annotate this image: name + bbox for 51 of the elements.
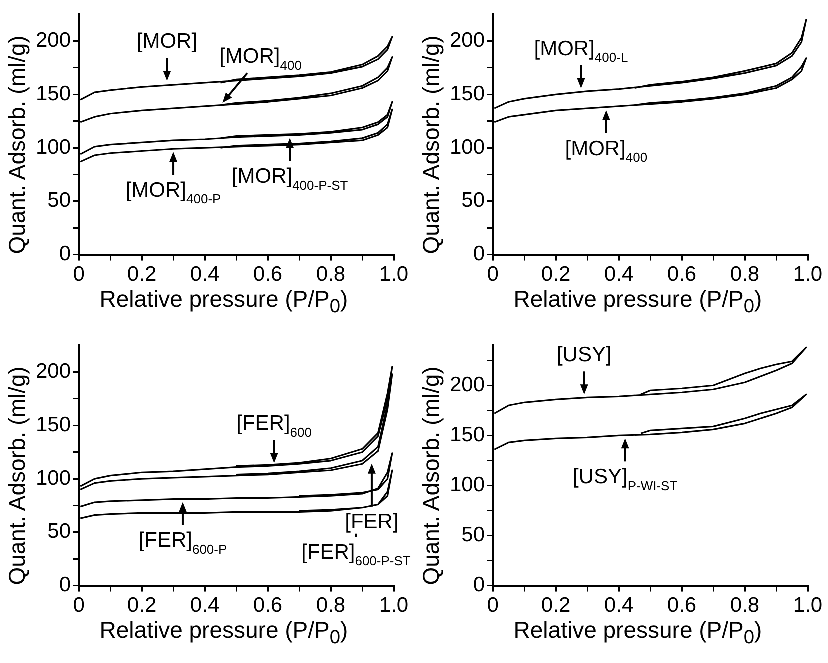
x-axis-title: Relative pressure (P/P$_{0}$) bbox=[98, 617, 350, 650]
x-tick-label: 0.4 bbox=[604, 263, 634, 286]
x-tick-label: 0.2 bbox=[541, 594, 571, 618]
x-tick-label: 0.8 bbox=[316, 263, 346, 286]
x-tick-label: 1.0 bbox=[793, 594, 823, 618]
x-tick-label: 0.6 bbox=[253, 594, 283, 618]
y-axis-title: Quant. Adsorb. (ml/g) bbox=[3, 366, 31, 588]
y-tick-label: 50 bbox=[48, 520, 72, 544]
y-axis-title: Quant. Adsorb. (ml/g) bbox=[417, 34, 445, 256]
y-tick-label: 50 bbox=[462, 524, 486, 547]
x-tick-label: 1.0 bbox=[379, 594, 409, 618]
y-tick-label: 150 bbox=[36, 413, 72, 436]
y-tick-label: 50 bbox=[48, 189, 72, 212]
annotation: [MOR] bbox=[136, 30, 198, 53]
x-tick-label: 0.8 bbox=[316, 594, 346, 618]
y-tick-label: 0 bbox=[59, 574, 72, 597]
x-tick-label: 0.6 bbox=[667, 263, 697, 286]
y-tick-label: 50 bbox=[462, 189, 486, 212]
y-tick-label: 200 bbox=[36, 29, 72, 52]
x-tick-label: 0.2 bbox=[127, 263, 157, 286]
y-tick-label: 200 bbox=[450, 373, 486, 396]
y-tick-label: 100 bbox=[36, 466, 72, 490]
x-tick-label: 0.8 bbox=[730, 263, 760, 286]
y-tick-label: 100 bbox=[450, 474, 486, 497]
y-axis-title: Quant. Adsorb. (ml/g) bbox=[3, 34, 31, 256]
annotation: [FER] bbox=[345, 510, 399, 534]
y-tick-label: 150 bbox=[450, 423, 486, 446]
y-tick-label: 150 bbox=[450, 82, 486, 106]
x-axis-title: Relative pressure (P/P$_{0}$) bbox=[98, 286, 350, 319]
annotation: [USY] bbox=[556, 343, 612, 366]
x-tick-label: 1.0 bbox=[379, 263, 409, 286]
x-axis-title: Relative pressure (P/P$_{0}$) bbox=[512, 617, 764, 650]
y-tick-label: 200 bbox=[450, 29, 486, 52]
x-tick-label: 0.2 bbox=[541, 263, 571, 286]
x-tick-label: 0.4 bbox=[190, 263, 220, 286]
x-tick-label: 1.0 bbox=[793, 263, 823, 286]
y-tick-label: 100 bbox=[450, 136, 486, 159]
x-tick-label: 0.8 bbox=[730, 594, 760, 618]
y-tick-label: 0 bbox=[473, 574, 486, 597]
x-tick-label: 0.4 bbox=[190, 594, 220, 618]
y-tick-label: 200 bbox=[36, 360, 72, 384]
y-tick-label: 150 bbox=[36, 82, 72, 106]
x-tick-label: 0.4 bbox=[604, 594, 634, 618]
y-tick-label: 0 bbox=[59, 242, 72, 266]
y-axis-title: Quant. Adsorb. (ml/g) bbox=[417, 366, 445, 588]
y-tick-label: 100 bbox=[36, 136, 72, 159]
x-tick-label: 0.2 bbox=[127, 594, 157, 618]
x-tick-label: 0.6 bbox=[667, 594, 697, 618]
x-tick-label: 0.6 bbox=[253, 263, 283, 286]
x-axis-title: Relative pressure (P/P$_{0}$) bbox=[512, 286, 764, 319]
y-tick-label: 0 bbox=[473, 242, 486, 266]
